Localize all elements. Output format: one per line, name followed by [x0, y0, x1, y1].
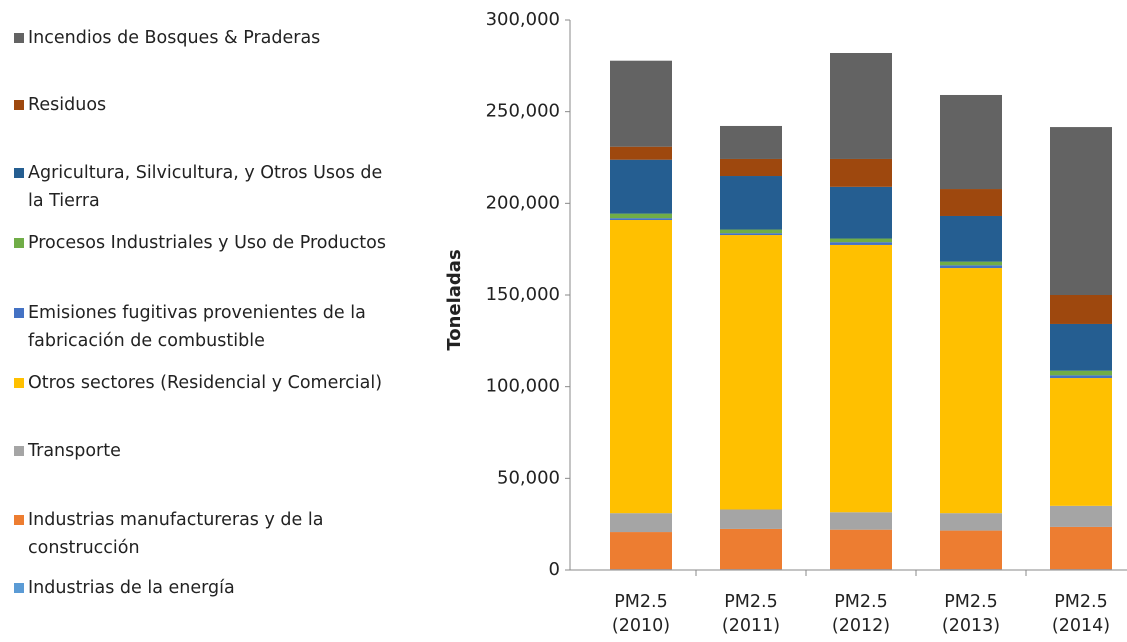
legend-swatch: [14, 583, 24, 593]
bar-segment: [610, 532, 672, 570]
bar-segment: [1050, 375, 1112, 379]
legend-label: Procesos Industriales y Uso de Productos: [28, 233, 386, 253]
bar-segment: [940, 189, 1002, 216]
legend-swatch: [14, 238, 24, 248]
bar-segment: [830, 53, 892, 159]
legend-label: Incendios de Bosques & Praderas: [28, 28, 321, 48]
y-axis-label: Toneladas: [444, 249, 465, 350]
bar-segment: [610, 60, 672, 147]
legend-item: Industrias manufactureras y de la constr…: [14, 506, 394, 562]
bar-segment: [830, 529, 892, 570]
bar-segment: [720, 509, 782, 529]
legend-swatch: [14, 308, 24, 318]
x-tick-label: PM2.5 (2013): [941, 592, 1001, 636]
bar-segment: [940, 513, 1002, 531]
bar-segment: [720, 176, 782, 230]
legend-item: Residuos: [14, 91, 394, 119]
bar-segment: [610, 213, 672, 219]
bar-segment: [940, 215, 1002, 262]
bar-segment: [940, 569, 1002, 570]
bar-segment: [1050, 323, 1112, 371]
bar-segment: [830, 244, 892, 513]
x-tick-label: PM2.5 (2011): [721, 592, 781, 636]
y-tick-label: 300,000: [486, 9, 560, 30]
bar-segment: [720, 235, 782, 510]
bar-segment: [610, 569, 672, 570]
legend-item: Agricultura, Silvicultura, y Otros Usos …: [14, 159, 394, 215]
bar-segment: [1050, 295, 1112, 324]
bar-segment: [610, 159, 672, 214]
bar-segment: [610, 513, 672, 533]
bar-segment: [1050, 378, 1112, 506]
y-tick-label: 0: [549, 559, 560, 580]
legend-item: Emisiones fugitivas provenientes de la f…: [14, 299, 394, 355]
legend-label: Transporte: [28, 441, 121, 461]
bar-segment: [610, 220, 672, 514]
legend-label: Emisiones fugitivas provenientes de la f…: [28, 303, 366, 351]
bar-segment: [830, 242, 892, 245]
y-tick-label: 200,000: [486, 192, 560, 213]
bar-segment: [1050, 370, 1112, 376]
bar-segment: [940, 94, 1002, 190]
bar-segment: [940, 261, 1002, 266]
x-tick-label: PM2.5 (2014): [1051, 592, 1111, 636]
legend-swatch: [14, 446, 24, 456]
bar-segment: [720, 569, 782, 570]
bar-segment: [830, 512, 892, 530]
legend-item: Transporte: [14, 437, 394, 465]
bar-segment: [830, 569, 892, 570]
legend-swatch: [14, 168, 24, 178]
y-tick-label: 100,000: [486, 376, 560, 397]
bar-segment: [720, 125, 782, 159]
legend-item: Otros sectores (Residencial y Comercial): [14, 369, 394, 397]
legend-swatch: [14, 33, 24, 43]
x-tick-label: PM2.5 (2012): [831, 592, 891, 636]
legend-label: Otros sectores (Residencial y Comercial): [28, 373, 383, 393]
bar-segment: [1050, 127, 1112, 295]
bar-segment: [610, 146, 672, 160]
bar-segment: [940, 530, 1002, 570]
legend-item: Procesos Industriales y Uso de Productos: [14, 229, 394, 257]
legend-swatch: [14, 515, 24, 525]
y-tick-label: 50,000: [497, 467, 560, 488]
bar-segment: [940, 265, 1002, 269]
legend-swatch: [14, 378, 24, 388]
bar-segment: [830, 238, 892, 243]
bar-segment: [1050, 526, 1112, 570]
bar-segment: [1050, 505, 1112, 527]
legend-label: Industrias manufactureras y de la constr…: [28, 510, 324, 558]
y-tick-label: 250,000: [486, 101, 560, 122]
legend-label: Industrias de la energía: [28, 578, 235, 598]
y-tick-label: 150,000: [486, 284, 560, 305]
bar-segment: [830, 186, 892, 239]
bar-segment: [940, 268, 1002, 514]
legend-swatch: [14, 100, 24, 110]
bar-segment: [610, 218, 672, 221]
bar-segment: [720, 233, 782, 236]
bar-segment: [720, 229, 782, 234]
x-tick-label: PM2.5 (2010): [611, 592, 671, 636]
bar-segment: [1050, 569, 1112, 570]
bar-segment: [720, 528, 782, 570]
bar-segment: [720, 158, 782, 177]
legend-item: Incendios de Bosques & Praderas: [14, 24, 394, 52]
bar-segment: [830, 158, 892, 187]
legend-label: Residuos: [28, 95, 107, 115]
legend-item: Industrias de la energía: [14, 574, 394, 602]
legend-label: Agricultura, Silvicultura, y Otros Usos …: [28, 163, 383, 211]
